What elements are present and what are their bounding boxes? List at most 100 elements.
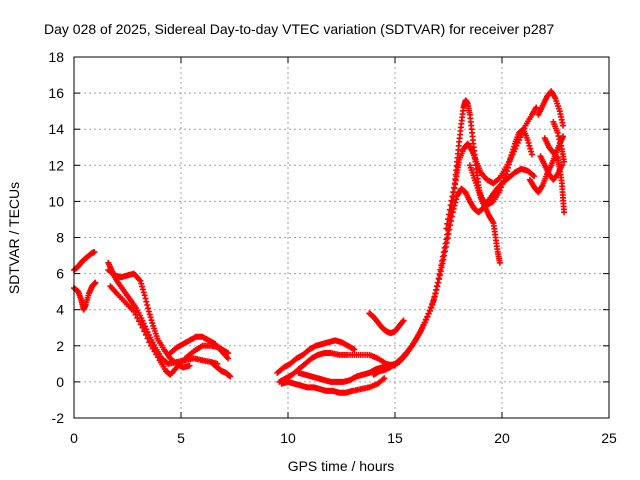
data-point [436,272,443,279]
y-tick-label: 8 [56,230,64,246]
data-point [399,318,406,325]
data-point [555,133,562,140]
data-point [528,151,535,158]
data-point [146,339,153,346]
data-point [556,136,563,143]
series-arc15 [466,126,535,209]
data-point [139,324,146,331]
data-point [531,173,538,180]
data-point [554,129,561,136]
data-point [504,168,511,175]
data-point [141,292,148,299]
data-point [144,335,151,342]
data-point [148,317,155,324]
data-point [227,373,234,380]
y-tick-label: 18 [48,49,64,65]
data-point [510,143,517,150]
data-point [144,302,151,309]
data-point [500,177,507,184]
y-tick-label: 6 [56,266,64,282]
data-point [453,196,460,203]
data-point [442,248,449,255]
data-point [431,293,438,300]
data-point [505,161,512,168]
series-arc20 [550,118,568,165]
data-point [430,299,437,306]
data-point [506,158,513,165]
data-point [145,305,152,312]
data-point [561,209,568,216]
x-tick-label: 10 [280,430,296,446]
data-point [139,283,146,290]
data-point [149,320,156,327]
data-point [134,315,141,322]
series-arc18 [541,135,568,216]
data-point [508,152,515,159]
data-point [439,260,446,267]
data-point [437,268,444,275]
data-point [436,276,443,283]
data-point [142,331,149,338]
data-point [141,328,148,335]
data-point [510,146,517,153]
data-point [507,155,514,162]
data-point [451,184,458,191]
axis-ticks: 0 5 10 15 20 25 -2 0 2 4 6 8 10 12 14 16 18 [48,49,617,446]
y-tick-label: 14 [48,121,64,137]
data-point [499,181,506,188]
data-point [186,362,193,369]
data-point [446,226,453,233]
data-point [400,317,407,324]
data-point [557,139,564,146]
data-point [145,308,152,315]
series-arc14 [443,97,503,266]
data-point [440,256,447,263]
data-point [449,193,456,200]
data-point [533,104,540,111]
series-arc9 [276,350,398,385]
data-point [430,296,437,303]
series-arc16 [535,88,566,129]
series-arc7 [210,360,234,380]
data-point [447,202,454,209]
data-point [132,311,139,318]
data-point [432,290,439,297]
y-tick-label: 16 [48,85,64,101]
data-point [140,289,147,296]
data-point [441,252,448,259]
data-point [558,142,565,149]
series-arc10 [278,375,388,396]
data-point [435,279,442,286]
data-point [137,321,144,328]
data-point [444,220,451,227]
grid [74,57,609,418]
data-point [528,148,535,155]
x-tick-label: 25 [601,430,617,446]
data-point [496,187,503,194]
y-tick-label: 4 [56,302,64,318]
data-point [139,286,146,293]
data-point [450,189,457,196]
data-point [445,230,452,237]
data-point [524,137,531,144]
y-tick-label: 12 [48,157,64,173]
x-tick-label: 15 [387,430,403,446]
data-point [445,216,452,223]
data-point [433,286,440,293]
data-point [142,295,149,302]
data-point [92,279,99,286]
data-point [561,158,568,165]
data-point [443,225,450,232]
data-point [438,264,445,271]
x-tick-label: 5 [177,430,185,446]
chart-title: Day 028 of 2025, Sidereal Day-to-day VTE… [44,21,554,37]
data-point [509,149,516,156]
data-point [130,308,137,315]
series-arc19 [526,133,566,196]
y-tick-label: 10 [48,193,64,209]
data-point [526,142,533,149]
data-points [71,88,568,396]
data-point [143,298,150,305]
data-point [381,375,388,382]
